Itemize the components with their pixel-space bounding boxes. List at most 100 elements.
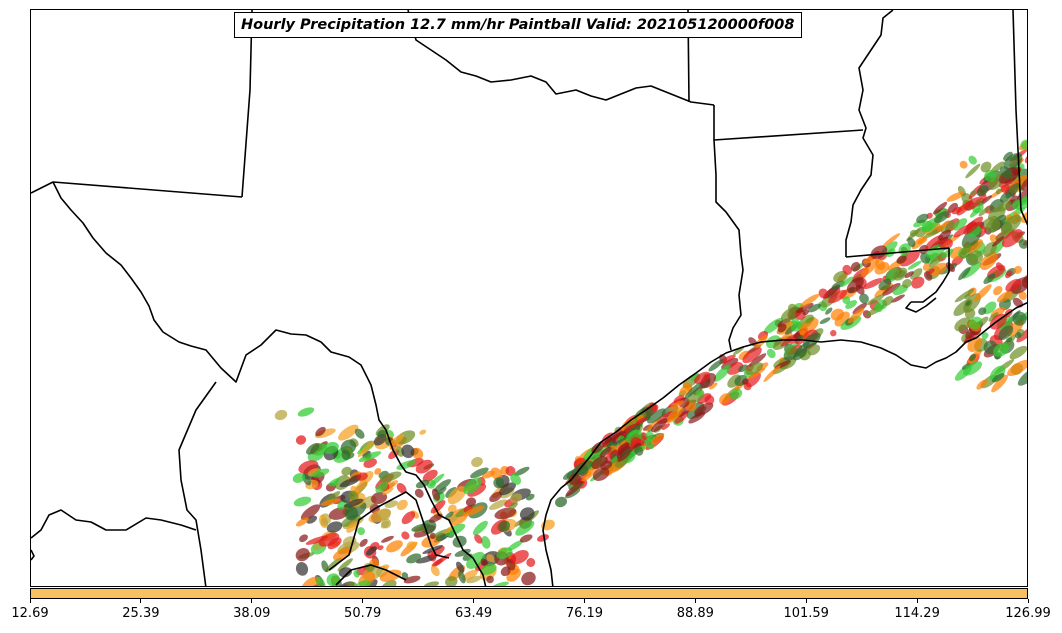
paintball-blob [568, 473, 581, 486]
paintball-blob [366, 546, 377, 556]
paintball-blob [381, 535, 394, 543]
colorbar-tick-label: 88.89 [676, 606, 714, 621]
paintball-blob [615, 456, 629, 469]
paintball-blob [480, 563, 497, 575]
paintball-blob [1004, 270, 1013, 279]
paintball-blob [954, 317, 972, 332]
paintball-blob [934, 211, 950, 223]
paintball-blob [401, 444, 415, 459]
paintball-blob [480, 558, 488, 567]
paintball-blob [1020, 211, 1027, 224]
paintball-blob [430, 500, 446, 514]
paintball-blob [295, 548, 310, 562]
paintball-blob [301, 576, 321, 586]
paintball-blob [456, 561, 465, 573]
paintball-blob [766, 348, 776, 359]
paintball-blob [316, 577, 326, 586]
paintball-blob [942, 248, 954, 258]
colorbar-tick-mark [916, 599, 918, 603]
paintball-blob [1012, 311, 1027, 326]
paintball-blob [592, 467, 610, 482]
paintball-blob [963, 216, 984, 235]
paintball-blob [874, 262, 890, 275]
paintball-blob [406, 553, 422, 564]
paintball-blob [798, 318, 819, 335]
paintball-blob [422, 469, 438, 482]
paintball-blob [1005, 278, 1022, 292]
paintball-blob [295, 435, 307, 445]
paintball-blob [315, 426, 326, 437]
la-ms-border-b [911, 248, 950, 303]
paintball-blob [379, 471, 402, 483]
paintball-blob [320, 498, 341, 506]
paintball-blob [781, 332, 793, 341]
paintball-blob [1009, 345, 1027, 360]
paintball-blob [795, 303, 814, 313]
paintball-blob [992, 373, 1005, 383]
paintball-blob [938, 229, 952, 241]
paintball-blob [1014, 332, 1022, 339]
paintball-blob [490, 467, 503, 480]
paintball-blob [519, 507, 535, 521]
paintball-blob [431, 488, 441, 501]
paintball-blob [973, 284, 992, 302]
paintball-blob [988, 312, 999, 322]
paintball-blob [382, 487, 394, 496]
colorbar-tick-label: 50.79 [344, 606, 382, 621]
paintball-blob [311, 468, 330, 478]
paintball-blob [910, 268, 923, 280]
paintball-blob [850, 261, 861, 272]
paintball-blob [357, 440, 375, 458]
paintball-blob [274, 409, 288, 421]
map-canvas [31, 10, 1027, 586]
paintball-blob [521, 571, 536, 586]
paintball-blob [415, 459, 433, 474]
paintball-blob [433, 479, 452, 493]
paintball-blob [337, 558, 353, 572]
paintball-blob [293, 496, 312, 507]
tx-la-border [713, 105, 744, 351]
paintball-blob [937, 220, 950, 232]
paintball-blob [965, 163, 981, 179]
paintball-blob [500, 566, 511, 577]
paintball-blob [709, 382, 718, 390]
paintball-blob [896, 255, 907, 264]
paintball-blob [863, 278, 883, 290]
mississippi-river [845, 10, 894, 257]
paintball-blob [326, 521, 343, 533]
paintball-blob [745, 362, 764, 375]
paintball-blob [541, 519, 555, 531]
mexico-border-b [31, 509, 197, 539]
paintball-blob [466, 575, 482, 584]
paintball-blob [828, 289, 848, 304]
paintball-blob [733, 346, 745, 355]
paintball-blob [463, 477, 482, 495]
paintball-blob [916, 213, 929, 224]
paintball-blob [855, 284, 865, 295]
paintball-blob [965, 300, 971, 307]
paintball-blob [970, 190, 976, 196]
paintball-blob [995, 188, 1002, 195]
paintball-blob [341, 466, 352, 476]
paintball-blob [984, 169, 997, 183]
paintball-blob [852, 302, 868, 315]
colorbar-tick-mark [805, 599, 807, 603]
paintball-blob [374, 468, 382, 475]
paintball-blob [830, 330, 837, 337]
paintball-blob [486, 575, 494, 584]
paintball-blob [299, 534, 308, 543]
paintball-blob [991, 374, 1008, 393]
paintball-blob [646, 418, 661, 432]
paintball-blob [909, 229, 918, 237]
paintball-blob [993, 285, 1003, 296]
paintball-blob [474, 534, 483, 544]
paintball-blob [510, 473, 522, 485]
paintball-blob [379, 569, 402, 582]
paintball-blob [976, 379, 987, 390]
paintball-blob [911, 276, 925, 289]
paintball-blob [719, 354, 736, 365]
paintball-blob [338, 424, 359, 441]
paintball-blob [980, 161, 992, 173]
paintball-blob [472, 520, 488, 536]
paintball-blob [890, 294, 905, 303]
